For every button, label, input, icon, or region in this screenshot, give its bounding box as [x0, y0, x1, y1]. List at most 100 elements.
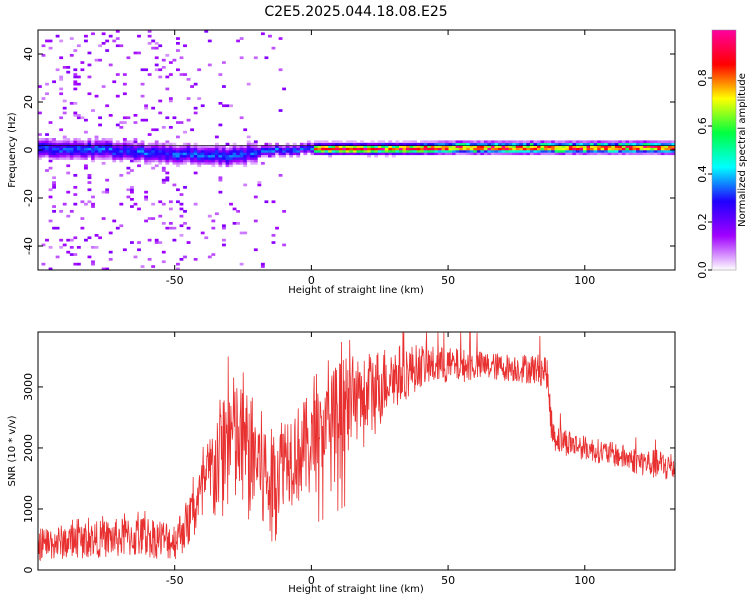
- spectrogram-cell: [200, 154, 205, 158]
- spectrogram-cell: [45, 142, 49, 146]
- spectrogram-cell: [239, 159, 244, 163]
- spectrogram-cell: [73, 253, 78, 256]
- spectrogram-cell: [671, 140, 676, 144]
- spectrogram-cell: [413, 152, 417, 156]
- snr-x-tick: 100: [574, 332, 595, 587]
- spectrogram-cell: [222, 157, 226, 160]
- spectrogram-cell: [352, 142, 357, 146]
- spectrogram-cell: [176, 159, 180, 163]
- spectrogram-cell: [45, 82, 49, 86]
- spectrogram-cell: [409, 142, 414, 146]
- spectrogram-cell: [211, 253, 216, 256]
- spectrogram-cell: [158, 111, 163, 115]
- spectrogram-cell: [45, 39, 49, 43]
- spectrogram-cell: [628, 145, 633, 148]
- spectrogram-cell: [671, 145, 676, 148]
- spectrogram-cell: [214, 152, 219, 156]
- spectrogram-cell: [342, 147, 347, 151]
- spectrogram-cell: [544, 145, 548, 148]
- spectrogram-cell: [91, 109, 95, 112]
- spectrogram-cell: [197, 154, 202, 158]
- spectrogram-cell: [289, 147, 294, 151]
- spectrogram-cell: [476, 145, 481, 148]
- spectrogram-cell: [441, 140, 446, 144]
- spectrogram-cell: [575, 145, 580, 148]
- spectrogram-cell: [207, 145, 212, 148]
- spectrogram-cell: [179, 154, 184, 158]
- spectrogram-cell: [55, 147, 60, 151]
- spectrogram-cell: [402, 150, 407, 153]
- spectrogram-cell: [505, 140, 509, 144]
- spectrogram-cell: [73, 140, 78, 144]
- spectrogram-cell: [501, 140, 506, 144]
- spectrogram-cell: [565, 152, 570, 156]
- spectrogram-cell: [526, 152, 531, 156]
- spectrogram-cell: [55, 152, 60, 156]
- spectrogram-cell: [55, 255, 60, 259]
- spectrogram-cell: [338, 145, 343, 148]
- spectrogram-cell: [154, 140, 159, 144]
- spectrogram-cell: [547, 145, 552, 148]
- spectrogram-cell: [52, 226, 56, 230]
- spectrogram-cell: [158, 152, 163, 156]
- spectrogram-cell: [193, 154, 198, 158]
- spectrogram-cell: [38, 147, 42, 151]
- spectrogram-cell: [87, 150, 92, 153]
- spectrogram-cell: [314, 145, 318, 148]
- spectrogram-cell: [147, 34, 152, 38]
- spectrogram-cell: [338, 147, 343, 151]
- spectrogram-cell: [260, 154, 265, 158]
- spectrogram-cell: [260, 147, 265, 151]
- spectrogram-cell: [161, 145, 166, 148]
- spectrogram-cell: [62, 243, 67, 247]
- spectrogram-cell: [69, 253, 74, 256]
- spectrogram-cell: [352, 145, 357, 148]
- spectrogram-cell: [575, 140, 580, 144]
- spectrogram-cell: [52, 138, 56, 141]
- spectrogram-cell: [621, 140, 626, 144]
- spectrogram-cell: [165, 145, 170, 148]
- spectrogram-cell: [84, 130, 88, 134]
- spectrogram-cell: [657, 140, 662, 144]
- spectrogram-cell: [413, 142, 417, 146]
- spectrogram-cell: [204, 152, 209, 156]
- spectrogram-cell: [62, 66, 67, 69]
- spectrogram-cell: [473, 142, 478, 146]
- spectrogram-cell: [193, 106, 198, 110]
- spectrogram-cell: [522, 152, 527, 156]
- spectrogram-cell: [498, 142, 502, 146]
- spectrogram-cell: [565, 145, 570, 148]
- spectrogram-cell: [551, 142, 555, 146]
- spectrogram-cell: [370, 145, 375, 148]
- spectrogram-cell: [667, 147, 672, 151]
- spectrogram-cell: [671, 147, 676, 151]
- spectrogram-cell: [66, 250, 71, 254]
- spectrogram-cell: [119, 174, 124, 177]
- spectrogram-cell: [490, 147, 495, 151]
- spectrogram-cell: [420, 150, 425, 153]
- spectrogram-cell: [38, 157, 42, 160]
- spectrogram-cell: [48, 152, 53, 156]
- spectrogram-cell: [515, 150, 520, 153]
- spectrogram-cell: [101, 42, 106, 45]
- spectrogram-y-tick-label: 20: [22, 95, 35, 109]
- spectrogram-cell: [632, 150, 637, 153]
- spectrogram-cell: [52, 210, 56, 213]
- spectrogram-cell: [218, 73, 223, 76]
- spectrogram-cell: [597, 152, 601, 156]
- spectrogram-cell: [87, 51, 92, 55]
- spectrogram-cell: [264, 147, 269, 151]
- spectrogram-cell: [360, 152, 364, 156]
- spectrogram-cell: [168, 126, 173, 129]
- spectrogram-cell: [222, 145, 226, 148]
- spectrogram-cell: [211, 159, 216, 163]
- spectrogram-cell: [239, 150, 244, 153]
- spectrogram-cell: [73, 82, 78, 86]
- spectrogram-cell: [66, 154, 71, 158]
- spectrogram-cell: [253, 159, 258, 163]
- spectrogram-cell: [168, 157, 173, 160]
- spectrogram-cell: [165, 152, 170, 156]
- spectrogram-cell: [176, 37, 180, 40]
- spectrogram-cell: [420, 142, 425, 146]
- spectrogram-y-tick-label: -20: [22, 189, 35, 207]
